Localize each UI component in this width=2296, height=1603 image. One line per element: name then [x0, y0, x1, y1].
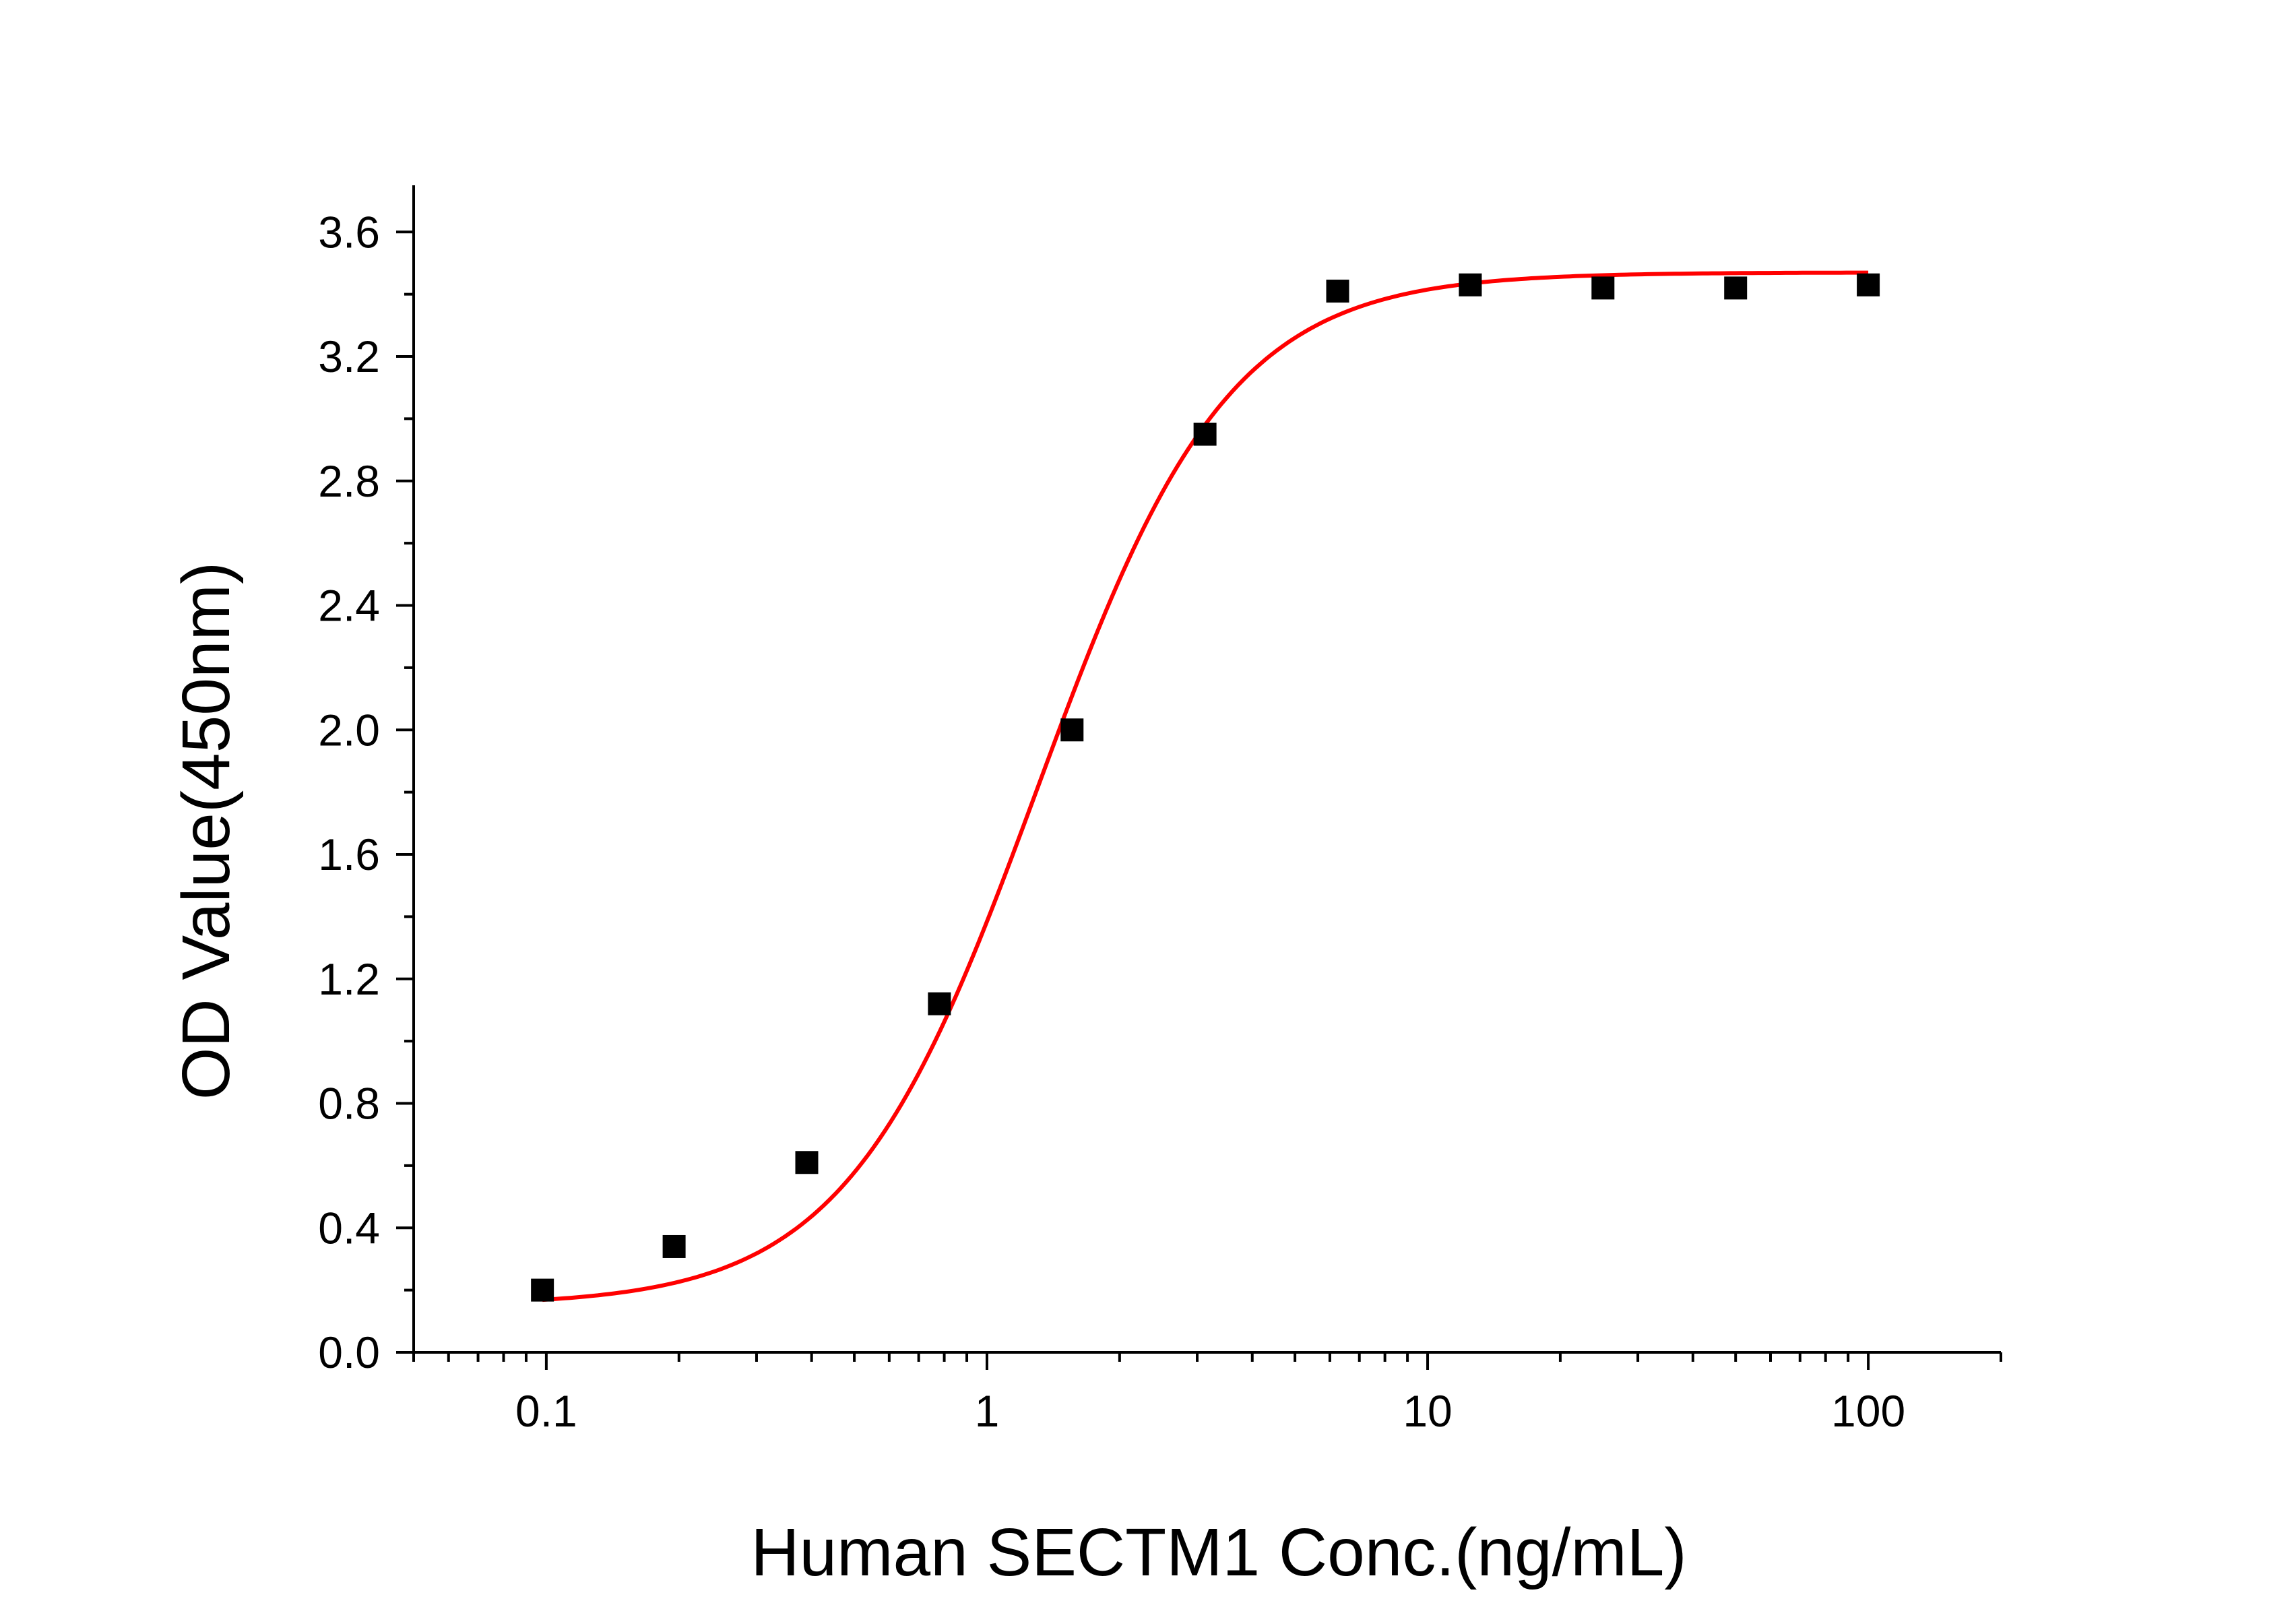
y-axis-title: OD Value(450nm) — [168, 562, 244, 1100]
data-point — [1193, 422, 1217, 446]
tick-labels: 0.0 0.4 0.8 1.2 1.6 2.0 2.4 2.8 3.2 3.6 0.1 1 10 100 — [318, 207, 1905, 1436]
axes — [396, 185, 2002, 1370]
data-point — [1591, 276, 1615, 300]
y-tick-label: 0.4 — [318, 1203, 380, 1253]
x-tick-label: 10 — [1403, 1386, 1452, 1436]
data-point — [531, 1278, 554, 1302]
x-axis-title: Human SECTM1 Conc.(ng/mL) — [751, 1515, 1686, 1590]
y-tick-label: 1.2 — [318, 954, 380, 1004]
y-tick-label: 1.6 — [318, 829, 380, 879]
y-tick-label: 2.0 — [318, 705, 380, 755]
data-point — [1326, 280, 1349, 303]
y-tick-label: 3.6 — [318, 207, 380, 257]
data-point — [1060, 718, 1084, 742]
data-point — [1724, 276, 1748, 300]
x-tick-label: 0.1 — [515, 1386, 577, 1436]
data-point — [795, 1151, 819, 1174]
data-points — [531, 273, 1880, 1302]
data-point — [662, 1234, 686, 1258]
data-point — [1857, 273, 1880, 296]
x-tick-label: 1 — [975, 1386, 1000, 1436]
y-tick-label: 0.0 — [318, 1327, 380, 1377]
y-tick-label: 2.4 — [318, 581, 380, 631]
y-tick-label: 2.8 — [318, 456, 380, 506]
x-tick-label: 100 — [1831, 1386, 1905, 1436]
data-point — [1459, 273, 1482, 296]
data-point — [928, 992, 951, 1015]
y-tick-label: 3.2 — [318, 332, 380, 381]
y-tick-label: 0.8 — [318, 1079, 380, 1129]
